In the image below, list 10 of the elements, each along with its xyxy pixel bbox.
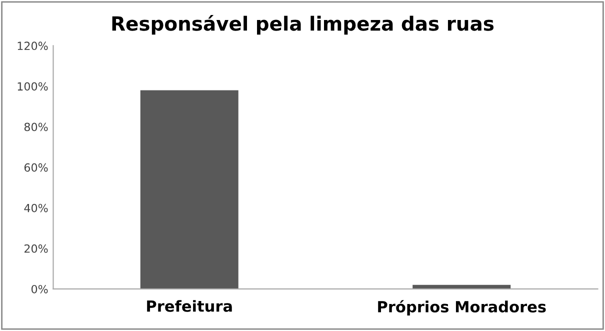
x-tick-label: Próprios Moradores <box>378 300 546 316</box>
y-tick-label: 100% <box>18 82 48 91</box>
y-tick-label: 60% <box>24 163 48 172</box>
y-tick-label: 20% <box>24 244 48 253</box>
y-tick-label: 80% <box>24 122 48 132</box>
y-tick-label: 120% <box>18 42 48 50</box>
y-tick-label: 0% <box>31 284 48 294</box>
chart-title: Responsável pela limpeza das ruas <box>112 15 494 35</box>
x-tick-label: Prefeitura <box>147 300 232 312</box>
y-tick-label: 40% <box>24 204 48 212</box>
